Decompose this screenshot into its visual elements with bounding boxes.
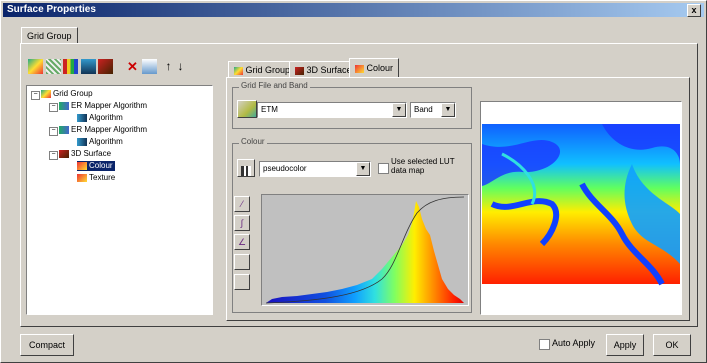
preview-image (482, 124, 680, 286)
open-file-button[interactable] (237, 100, 257, 118)
down-icon[interactable]: ↓ (177, 59, 184, 73)
histogram-area (266, 201, 464, 303)
tree-node-algorithm-2[interactable]: ER Mapper Algorithm (59, 125, 147, 135)
up-icon[interactable]: ↑ (165, 59, 172, 73)
disabled-tool-button-2[interactable] (234, 274, 250, 290)
tab-grid-group[interactable]: Grid Group (21, 27, 78, 44)
chevron-down-icon[interactable]: ▼ (441, 103, 455, 117)
lut-select[interactable]: pseudocolor ▼ (259, 161, 371, 177)
tree-node-3d-surface[interactable]: 3D Surface (59, 149, 111, 159)
colour-legend: Colour (239, 137, 267, 146)
grid-file-select[interactable]: ETM ▼ (257, 102, 407, 118)
er-mapper-icon (59, 125, 69, 134)
histogram-panel[interactable] (261, 194, 469, 306)
title-bar[interactable]: Surface Properties x (3, 3, 704, 17)
inner-tab-panel (226, 77, 690, 321)
grid-add-icon[interactable] (81, 59, 96, 74)
copy-icon[interactable] (142, 59, 157, 74)
use-selected-lut-checkbox[interactable] (378, 163, 389, 174)
grid-file-legend: Grid File and Band (239, 81, 310, 90)
tree-node-algorithm-2-child[interactable]: Algorithm (77, 137, 123, 147)
disabled-tool-button-1[interactable] (234, 254, 250, 270)
auto-apply-checkbox[interactable] (539, 339, 550, 350)
window-title: Surface Properties (7, 4, 96, 15)
collapse-icon[interactable]: − (31, 91, 40, 100)
grid-group-icon (41, 89, 51, 98)
gaussian-stretch-button[interactable]: ∫ (234, 215, 250, 231)
tab-inner-3d-surface[interactable]: 3D Surface (289, 61, 358, 78)
surface-icon[interactable] (98, 59, 113, 74)
close-button[interactable]: x (687, 4, 701, 17)
grid-group-icon (234, 66, 243, 75)
outer-tab-panel (20, 43, 698, 327)
layer-tree[interactable]: − Grid Group − ER Mapper Algorithm Algor… (26, 85, 213, 315)
tree-node-grid-group[interactable]: Grid Group (41, 89, 93, 99)
grid-color-icon[interactable] (28, 59, 43, 74)
grid-file-group: Grid File and Band (232, 81, 472, 129)
apply-button[interactable]: Apply (606, 334, 644, 356)
tree-node-algorithm-1[interactable]: ER Mapper Algorithm (59, 101, 147, 111)
algorithm-icon (77, 137, 87, 146)
tree-node-texture[interactable]: Texture (77, 173, 115, 183)
colour-icon (77, 161, 87, 170)
surface-icon (295, 66, 304, 75)
collapse-icon[interactable]: − (49, 127, 58, 136)
surface-preview (480, 101, 682, 315)
histogram-chart (265, 196, 465, 304)
chevron-down-icon[interactable]: ▼ (356, 162, 370, 176)
delete-icon[interactable]: ✕ (127, 59, 138, 74)
histogram-equalize-button[interactable]: ∠ (234, 234, 250, 250)
collapse-icon[interactable]: − (49, 103, 58, 112)
surface-icon (59, 149, 69, 158)
grid-contour-icon[interactable] (46, 59, 61, 74)
auto-apply-label: Auto Apply (552, 338, 596, 348)
compact-button[interactable]: Compact (20, 334, 74, 356)
tab-inner-grid-group[interactable]: Grid Group (228, 61, 297, 78)
tree-node-colour[interactable]: Colour (77, 161, 115, 171)
tree-node-algorithm-1-child[interactable]: Algorithm (77, 113, 123, 123)
texture-icon (77, 173, 87, 182)
linear-stretch-button[interactable]: ⁄ (234, 196, 250, 212)
grid-bars-icon[interactable] (63, 59, 78, 74)
chevron-down-icon[interactable]: ▼ (392, 103, 406, 117)
cumulative-curve (265, 196, 465, 304)
colour-group: Colour (232, 137, 472, 313)
algorithm-icon (77, 113, 87, 122)
er-mapper-icon (59, 101, 69, 110)
band-select[interactable]: Band ▼ (410, 102, 456, 118)
use-selected-lut-label: Use selected LUT data map (391, 157, 455, 175)
lut-editor-button[interactable] (237, 159, 255, 177)
ok-button[interactable]: OK (653, 334, 691, 356)
colour-icon (355, 64, 364, 73)
tab-inner-colour[interactable]: Colour (349, 58, 400, 78)
collapse-icon[interactable]: − (49, 151, 58, 160)
lut-icon (241, 165, 251, 176)
